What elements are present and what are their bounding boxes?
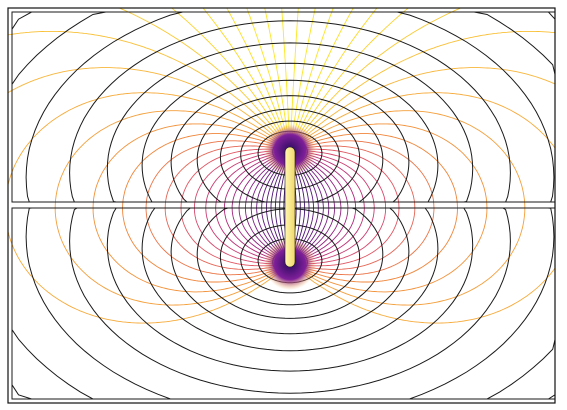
field-line: [244, 153, 288, 263]
field-line: [293, 145, 416, 270]
field-line: [226, 8, 289, 144]
poles-group: [264, 124, 316, 290]
field-line: [292, 92, 555, 324]
field-line: [164, 145, 287, 270]
field-line: [290, 8, 316, 144]
field-line: [289, 8, 299, 144]
contour-line: [240, 224, 340, 294]
field-line: [281, 8, 291, 144]
contour-line: [11, 207, 555, 400]
field-line: [8, 30, 286, 146]
plot-frame: [7, 7, 556, 404]
field-line: [205, 150, 287, 265]
contour-line: [219, 108, 361, 203]
field-line: [238, 153, 287, 263]
field-line: [293, 153, 342, 263]
field-line: [92, 123, 287, 293]
field-line: [293, 150, 375, 265]
source-rod: [284, 146, 296, 268]
field-line: [291, 8, 334, 144]
field-line: [293, 8, 409, 145]
field-line: [292, 8, 378, 144]
field-line: [118, 8, 287, 145]
field-line: [215, 151, 288, 264]
field-line: [264, 8, 290, 144]
field-line: [293, 140, 435, 276]
field-line: [293, 149, 387, 265]
field-line: [8, 92, 288, 324]
field-line: [193, 149, 287, 265]
contour-line: [240, 120, 340, 190]
field-line: [293, 123, 488, 293]
plot-content: [8, 8, 555, 400]
contour-line: [11, 11, 555, 203]
field-line: [292, 153, 336, 263]
field-line: [145, 140, 287, 276]
field-line: [171, 8, 287, 145]
field-line: [202, 8, 288, 144]
field-line: [291, 8, 354, 144]
field-line: [293, 8, 462, 145]
field-line: [246, 8, 289, 144]
field-line: [293, 133, 458, 283]
field-line: [292, 151, 365, 264]
field-line: [122, 133, 287, 283]
contour-line: [219, 208, 361, 306]
